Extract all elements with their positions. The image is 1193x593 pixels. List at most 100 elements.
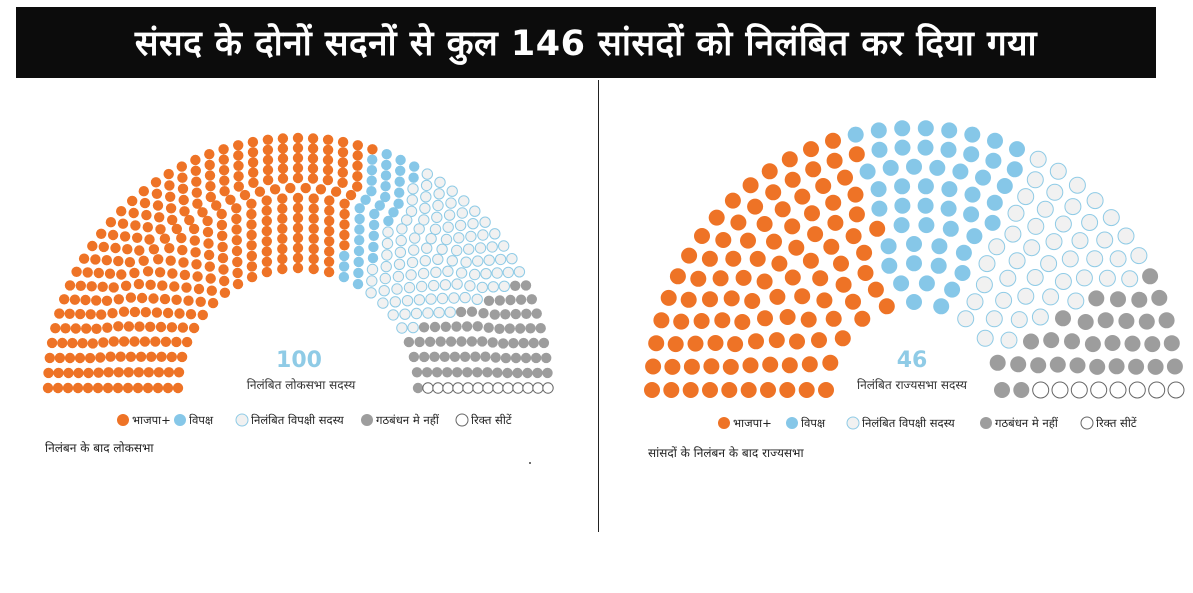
seat-opposition	[353, 245, 365, 257]
seat-opposition	[409, 161, 420, 172]
seat-suspended	[381, 249, 393, 261]
seat-suspended	[445, 197, 457, 209]
seat-bjp	[269, 184, 281, 195]
seat-bjp	[92, 382, 104, 394]
seat-not_in_alliance	[421, 367, 433, 378]
seat-bjp	[681, 247, 698, 264]
seat-not_in_alliance	[451, 321, 462, 332]
seat-bjp	[154, 212, 165, 223]
seat-bjp	[307, 163, 319, 174]
seat-opposition	[987, 132, 1003, 149]
seat-bjp	[246, 240, 257, 251]
seat-bjp	[216, 208, 227, 220]
seat-opposition	[339, 250, 350, 262]
seat-bjp	[125, 292, 137, 303]
seat-bjp	[322, 134, 334, 145]
seat-bjp	[825, 310, 842, 327]
seat-suspended	[459, 291, 471, 304]
seat-not_in_alliance	[515, 294, 527, 305]
seat-opposition	[338, 271, 350, 283]
seat-bjp	[339, 229, 350, 241]
seat-suspended	[425, 293, 437, 305]
seat-bjp	[152, 382, 164, 394]
seat-bjp	[277, 243, 288, 255]
seat-bjp	[102, 382, 114, 394]
seat-bjp	[93, 267, 105, 279]
seat-vacant	[1128, 381, 1146, 399]
seat-suspended	[401, 214, 413, 226]
seat-suspended	[1064, 198, 1082, 216]
seat-suspended	[379, 272, 391, 285]
seat-not_in_alliance	[510, 280, 521, 291]
seat-suspended	[498, 280, 510, 292]
seat-suspended	[465, 230, 477, 243]
seat-suspended	[1071, 232, 1089, 250]
seat-opposition	[917, 178, 934, 195]
seat-bjp	[179, 269, 191, 281]
seat-bjp	[151, 307, 163, 318]
legend-label-not_in_alliance: गठबंधन मे नहीं	[995, 416, 1059, 430]
seat-suspended	[444, 306, 456, 318]
seat-bjp	[153, 254, 164, 265]
seat-opposition	[394, 187, 405, 198]
seat-opposition	[871, 141, 888, 158]
seat-not_in_alliance	[535, 323, 546, 334]
seat-not_in_alliance	[482, 367, 493, 378]
seat-bjp	[202, 215, 213, 227]
seat-bjp	[233, 181, 244, 192]
seat-suspended	[464, 280, 476, 292]
seat-bjp	[129, 267, 140, 279]
seat-not_in_alliance	[1088, 290, 1105, 307]
seat-opposition	[942, 220, 959, 237]
seat-suspended	[378, 285, 390, 297]
seat-bjp	[308, 253, 319, 265]
seat-bjp	[54, 352, 66, 364]
seat-bjp	[315, 184, 327, 195]
seat-bjp	[673, 313, 690, 330]
seat-bjp	[160, 336, 172, 347]
seat-bjp	[804, 205, 820, 222]
seat-not_in_alliance	[1064, 333, 1080, 350]
seat-bjp	[192, 271, 203, 282]
seat-suspended	[472, 255, 484, 267]
legend-label-vacant: रिक्त सीटें	[471, 413, 512, 427]
seat-suspended	[498, 240, 510, 252]
seat-suspended	[440, 233, 453, 246]
seat-not_in_alliance	[508, 338, 519, 349]
seat-bjp	[122, 244, 133, 255]
seat-suspended	[456, 207, 468, 219]
seat-suspended	[463, 243, 475, 255]
seat-not_in_alliance	[525, 323, 536, 334]
seat-opposition	[996, 178, 1013, 194]
seat-suspended	[451, 278, 463, 290]
seat-bjp	[124, 257, 136, 268]
seat-suspended	[421, 242, 433, 254]
seat-vacant	[1109, 381, 1127, 399]
seat-bjp	[77, 338, 88, 349]
seat-bjp	[204, 149, 215, 160]
seat-bjp	[162, 382, 174, 394]
seat-opposition	[881, 257, 898, 274]
seat-bjp	[805, 161, 822, 178]
seat-suspended	[413, 294, 426, 306]
seat-suspended	[1096, 231, 1114, 249]
seat-bjp	[802, 252, 819, 269]
seat-opposition	[368, 230, 379, 241]
seat-opposition	[354, 224, 365, 235]
seat-bjp	[232, 278, 244, 290]
seat-bjp	[91, 295, 102, 306]
seat-bjp	[193, 283, 205, 295]
seat-suspended	[405, 205, 418, 218]
seat-bjp	[204, 170, 216, 181]
seat-suspended	[1026, 269, 1044, 286]
seat-not_in_alliance	[521, 308, 532, 319]
seat-suspended	[428, 279, 440, 292]
seat-suspended	[1008, 252, 1026, 270]
seat-bjp	[747, 198, 764, 215]
seat-not_in_alliance	[502, 367, 513, 379]
seat-not_in_alliance	[522, 367, 533, 379]
legend-label-not_in_alliance: गठबंधन मे नहीं	[376, 413, 440, 427]
seat-bjp	[300, 182, 311, 194]
seat-suspended	[506, 253, 518, 265]
seat-bjp	[119, 231, 131, 242]
